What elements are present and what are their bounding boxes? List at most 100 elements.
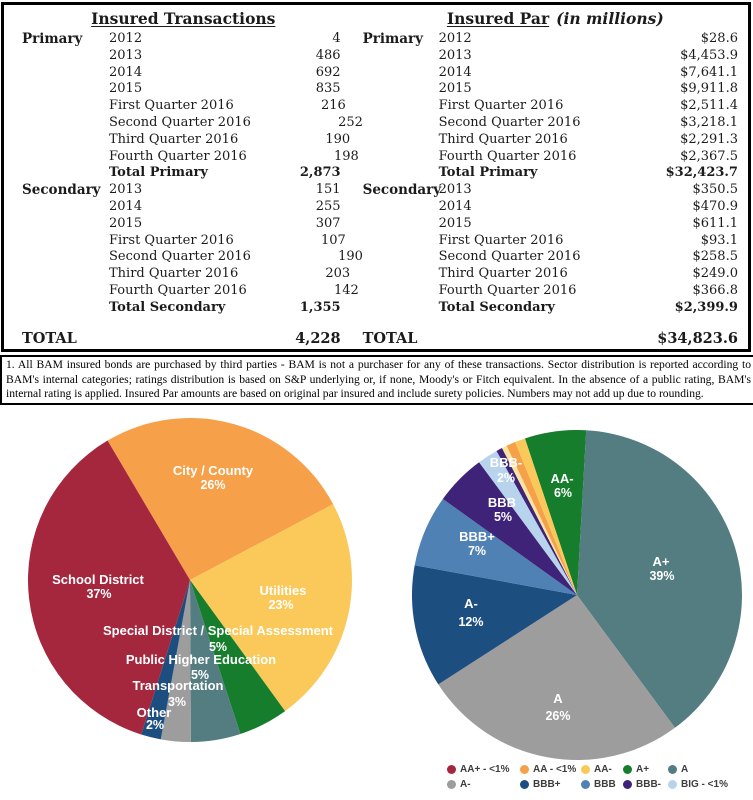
row-label: Third Quarter 2016 — [438, 266, 568, 282]
table-row: 2013 $4,453.9 — [363, 48, 748, 65]
legend-item: BBB — [581, 777, 623, 792]
row-value: 4 — [332, 31, 341, 46]
legend-label: BIG - <1% — [681, 779, 728, 790]
group-label: TOTAL — [22, 329, 77, 347]
pie-slice — [190, 580, 286, 734]
table-row: Secondary 2013 151 — [4, 182, 363, 199]
pie-slice — [479, 450, 577, 595]
pie-slice-percent: 3% — [168, 695, 186, 709]
pie-slice-label: Other — [137, 705, 172, 720]
group-label — [363, 165, 439, 182]
par-title-suffix: (in millions) — [556, 9, 664, 28]
row-value: $2,367.5 — [680, 148, 738, 164]
footnote-box: 1. All BAM insured bonds are purchased b… — [0, 355, 753, 405]
table-row: 2015 $611.1 — [363, 216, 748, 233]
group-label — [363, 65, 439, 82]
table-row: 2014 692 — [4, 65, 363, 82]
pie-slice — [524, 430, 587, 595]
pie-slice — [414, 498, 577, 595]
row-label: Fourth Quarter 2016 — [438, 148, 577, 164]
legend-label: A — [681, 764, 689, 775]
row-value: 4,228 — [295, 329, 341, 347]
row-label — [439, 329, 618, 349]
group-label: Primary — [22, 31, 83, 47]
row-value: $4,453.9 — [680, 47, 738, 63]
legend-item: AA - <1% — [520, 762, 581, 777]
row-label: First Quarter 2016 — [438, 98, 564, 114]
group-label — [22, 266, 109, 283]
row-label: 2012 — [438, 31, 472, 46]
pie-slice-label: Special District / Special Assessment — [103, 623, 334, 638]
row-value: $249.0 — [692, 266, 738, 282]
group-label — [22, 98, 109, 115]
row-label: 2015 — [438, 215, 472, 231]
table-row: 2014 255 — [4, 199, 363, 216]
table-row: First Quarter 2016 216 — [4, 98, 363, 115]
pie-slice — [190, 504, 352, 712]
pie-slice — [160, 580, 191, 742]
legend-item: AA- — [581, 762, 623, 777]
pie-slice-label: Public Higher Education — [126, 652, 276, 667]
row-value: 190 — [338, 249, 363, 265]
pie-slice-percent: 37% — [86, 587, 111, 601]
legend-swatch-icon — [447, 780, 456, 789]
legend-swatch-icon — [581, 765, 590, 774]
pie-slice — [577, 430, 742, 728]
pie-slice-percent: 2% — [497, 471, 515, 485]
table-spacer — [363, 317, 748, 329]
group-label — [363, 81, 439, 98]
row-label: Third Quarter 2016 — [438, 131, 568, 147]
row-label: Third Quarter 2016 — [109, 266, 239, 282]
row-label: 2012 — [109, 31, 143, 46]
group-label — [22, 115, 109, 132]
pie-slice-label: City / County — [173, 463, 254, 478]
row-label: Total Primary — [438, 165, 538, 181]
legend-swatch-icon — [668, 780, 677, 789]
row-value: 252 — [338, 114, 363, 130]
group-label — [363, 132, 439, 149]
table-row: Primary 2012 4 — [4, 31, 363, 48]
group-label — [22, 48, 109, 65]
row-value: $2,399.9 — [674, 299, 738, 315]
group-label — [22, 300, 109, 317]
table-total-row: Total Secondary 1,355 — [4, 300, 363, 317]
row-label: First Quarter 2016 — [438, 232, 564, 248]
table-row: Third Quarter 2016 $2,291.3 — [363, 132, 748, 149]
group-label — [22, 65, 109, 82]
table-row: 2014 $470.9 — [363, 199, 748, 216]
pie-slice-percent: 5% — [209, 640, 227, 654]
table-grand-total-row: TOTAL 4,228 — [4, 329, 363, 349]
group-label — [363, 216, 439, 233]
row-value: $366.8 — [692, 282, 738, 298]
pie-slice-label: A- — [464, 596, 478, 611]
group-label — [22, 216, 109, 233]
legend-item: A- — [447, 777, 520, 792]
table-grand-total-row: TOTAL $34,823.6 — [363, 329, 748, 349]
row-label: Second Quarter 2016 — [109, 114, 251, 130]
legend-swatch-icon — [668, 765, 677, 774]
row-label: 2013 — [109, 47, 143, 63]
legend-label: AA+ - <1% — [460, 764, 510, 775]
pie-slice-label: School District — [52, 572, 144, 587]
row-value: $470.9 — [692, 198, 738, 214]
group-label: Secondary — [22, 182, 101, 199]
table-row: Third Quarter 2016 203 — [4, 266, 363, 283]
pie-slice — [442, 462, 577, 595]
row-label: Second Quarter 2016 — [109, 249, 251, 265]
table-row: Fourth Quarter 2016 $366.8 — [363, 283, 748, 300]
table-row: Secondary 2013 $350.5 — [363, 182, 748, 199]
row-value: $93.1 — [700, 232, 738, 248]
group-label — [363, 233, 439, 250]
insured-data-table: Insured Transactions Primary 2012 4 2013 486… — [1, 2, 751, 352]
row-label: Third Quarter 2016 — [109, 131, 239, 147]
table-row: 2015 307 — [4, 216, 363, 233]
group-label — [363, 266, 439, 283]
row-value: $9,911.8 — [680, 81, 738, 97]
table-row: Second Quarter 2016 $3,218.1 — [363, 115, 748, 132]
transactions-table-title: Insured Transactions — [4, 7, 363, 31]
legend-label: BBB+ — [533, 779, 561, 790]
row-value: 151 — [315, 182, 341, 198]
row-value: $611.1 — [692, 215, 738, 231]
